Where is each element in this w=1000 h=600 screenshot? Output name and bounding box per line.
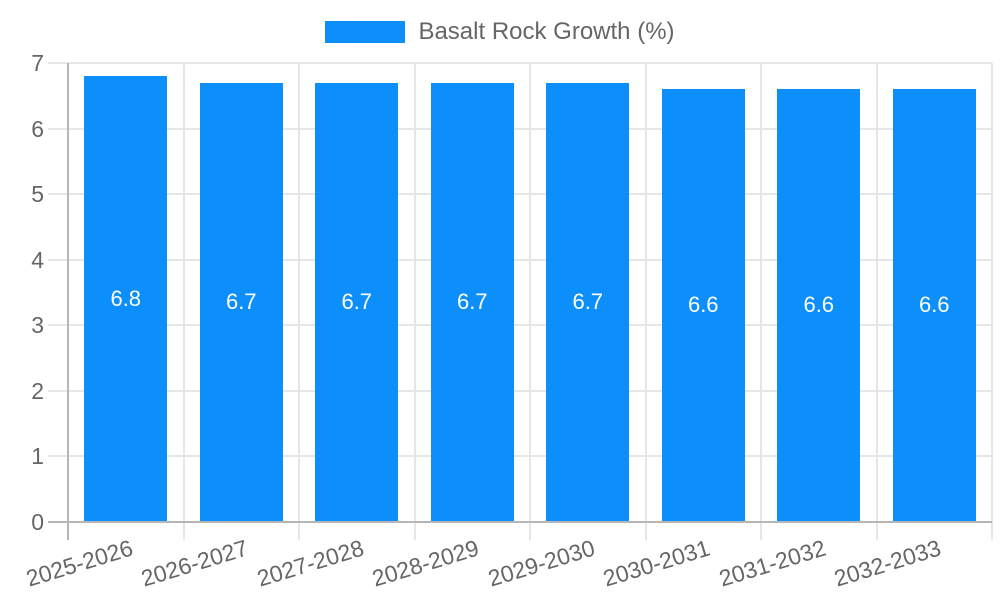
bar-2025-2026: 6.8: [84, 76, 168, 521]
y-tick-label: 6: [31, 115, 44, 142]
bar-value-label: 6.7: [225, 288, 257, 314]
x-gridline: [760, 63, 762, 540]
legend-label: Basalt Rock Growth (%): [418, 18, 675, 45]
bar-2032-2033: 6.6: [892, 89, 976, 521]
y-tick-label: 2: [31, 377, 44, 404]
x-tick-label: 2032-2033: [831, 534, 945, 592]
y-tick-label: 7: [31, 50, 44, 76]
chart-legend[interactable]: Basalt Rock Growth (%): [0, 18, 1000, 46]
bar-2029-2030: 6.7: [546, 82, 630, 521]
y-gridline: [48, 324, 992, 327]
x-gridline: [413, 63, 416, 540]
x-tick-label: 2025-2026: [22, 534, 136, 592]
bar-value-label: 6.8: [110, 285, 142, 311]
x-gridline: [875, 63, 878, 540]
y-gridline: [48, 258, 992, 261]
y-gridline: [48, 62, 992, 64]
y-gridline: [48, 455, 992, 458]
y-gridline: [48, 193, 992, 196]
bar-2031-2032: 6.6: [777, 89, 861, 521]
y-tick-label: 5: [31, 181, 44, 208]
y-tick-label: 4: [31, 246, 44, 273]
x-gridline: [991, 63, 993, 540]
bar-2028-2029: 6.7: [430, 82, 514, 521]
x-tick-label: 2031-2032: [715, 534, 829, 592]
y-axis-line: [67, 63, 69, 540]
x-tick-label: 2029-2030: [484, 534, 598, 592]
bar-value-label: 6.6: [687, 292, 719, 318]
bar-value-label: 6.7: [341, 288, 373, 314]
bar-value-label: 6.6: [803, 292, 835, 318]
x-tick-label: 2027-2028: [253, 534, 367, 592]
x-tick-label: 2028-2029: [369, 534, 483, 592]
bar-value-label: 6.7: [572, 288, 604, 314]
legend-color-swatch: [325, 21, 406, 43]
x-axis-line: [48, 521, 992, 523]
bar-2027-2028: 6.7: [315, 82, 399, 521]
bar-value-label: 6.6: [918, 292, 950, 318]
y-gridline: [48, 389, 992, 392]
x-gridline: [644, 63, 647, 540]
bar-2030-2031: 6.6: [661, 89, 745, 521]
y-tick-label: 1: [31, 443, 44, 470]
x-gridline: [529, 63, 531, 540]
x-gridline: [182, 63, 185, 540]
x-tick-label: 2026-2027: [138, 534, 252, 592]
y-tick-label: 0: [31, 509, 44, 535]
x-tick-label: 2030-2031: [600, 534, 714, 592]
y-tick-label: 3: [31, 312, 44, 339]
y-gridline: [48, 127, 992, 130]
bar-value-label: 6.7: [456, 288, 488, 314]
x-gridline: [298, 63, 300, 540]
bar-2026-2027: 6.7: [199, 82, 283, 521]
